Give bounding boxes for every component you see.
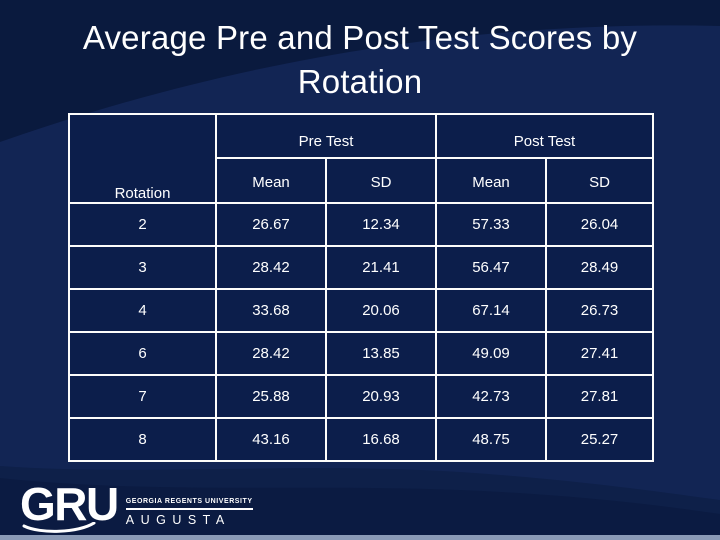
pre-mean-cell: 26.67 bbox=[215, 202, 327, 247]
post-mean-cell: 49.09 bbox=[435, 331, 547, 376]
table-subheader-row: Mean SD Mean SD bbox=[69, 157, 655, 204]
pre-mean-header: Mean bbox=[215, 157, 327, 204]
rotation-cell: 4 bbox=[68, 288, 217, 333]
post-mean-cell: 67.14 bbox=[435, 288, 547, 333]
table-row: 3 28.42 21.41 56.47 28.49 bbox=[68, 245, 655, 290]
post-sd-cell: 28.49 bbox=[544, 245, 655, 290]
table-row: 6 28.42 13.85 49.09 27.41 bbox=[68, 331, 655, 376]
pre-mean-cell: 43.16 bbox=[215, 417, 327, 462]
slide-title-line2: Rotation bbox=[297, 63, 423, 100]
table-group-header-row: Rotation Pre Test Post Test bbox=[68, 113, 655, 204]
pre-sd-cell: 20.06 bbox=[325, 288, 437, 333]
post-sd-cell: 27.41 bbox=[544, 331, 655, 376]
post-sd-cell: 25.27 bbox=[544, 417, 655, 462]
pre-mean-cell: 28.42 bbox=[215, 245, 327, 290]
pre-sd-cell: 21.41 bbox=[325, 245, 437, 290]
gru-wordmark: GRU bbox=[20, 478, 119, 533]
post-test-group-header: Post Test bbox=[434, 113, 655, 159]
pre-mean-cell: 33.68 bbox=[215, 288, 327, 333]
pre-test-group-header: Pre Test bbox=[215, 113, 437, 159]
post-mean-header: Mean bbox=[435, 157, 547, 204]
gru-acronym: GRU bbox=[20, 478, 119, 530]
post-mean-cell: 48.75 bbox=[435, 417, 547, 462]
slide-title: Average Pre and Post Test Scores by Rota… bbox=[20, 16, 700, 104]
post-sd-header: SD bbox=[544, 157, 655, 204]
pre-sd-header: SD bbox=[325, 157, 437, 204]
rotation-cell: 8 bbox=[68, 417, 217, 462]
logo-university-name: GEORGIA REGENTS UNIVERSITY bbox=[125, 498, 253, 510]
post-mean-cell: 56.47 bbox=[435, 245, 547, 290]
gru-logo: GRU GEORGIA REGENTS UNIVERSITY AUGUSTA bbox=[20, 478, 253, 533]
pre-mean-cell: 28.42 bbox=[215, 331, 327, 376]
rotation-cell: 6 bbox=[68, 331, 217, 376]
slide-title-line1: Average Pre and Post Test Scores by bbox=[82, 19, 638, 56]
logo-city-name: AUGUSTA bbox=[125, 513, 231, 527]
post-mean-cell: 57.33 bbox=[435, 202, 547, 247]
scores-table: Rotation Pre Test Post Test Mean SD Mean… bbox=[68, 113, 655, 462]
post-sd-cell: 26.73 bbox=[544, 288, 655, 333]
rotation-cell: 3 bbox=[68, 245, 217, 290]
post-mean-cell: 42.73 bbox=[435, 374, 547, 419]
rotation-cell: 7 bbox=[68, 374, 217, 419]
gru-swoosh-icon bbox=[22, 522, 96, 533]
rotation-column-header: Rotation bbox=[68, 113, 217, 204]
pre-sd-cell: 20.93 bbox=[325, 374, 437, 419]
table-row: 7 25.88 20.93 42.73 27.81 bbox=[68, 374, 655, 419]
logo-text-block: GEORGIA REGENTS UNIVERSITY AUGUSTA bbox=[125, 490, 253, 527]
post-sd-cell: 27.81 bbox=[544, 374, 655, 419]
pre-mean-cell: 25.88 bbox=[215, 374, 327, 419]
table-row: 4 33.68 20.06 67.14 26.73 bbox=[68, 288, 655, 333]
rotation-cell: 2 bbox=[68, 202, 217, 247]
pre-sd-cell: 13.85 bbox=[325, 331, 437, 376]
table-row: 8 43.16 16.68 48.75 25.27 bbox=[68, 417, 655, 462]
pre-sd-cell: 16.68 bbox=[325, 417, 437, 462]
table-row: 2 26.67 12.34 57.33 26.04 bbox=[68, 202, 655, 247]
pre-sd-cell: 12.34 bbox=[325, 202, 437, 247]
post-sd-cell: 26.04 bbox=[544, 202, 655, 247]
